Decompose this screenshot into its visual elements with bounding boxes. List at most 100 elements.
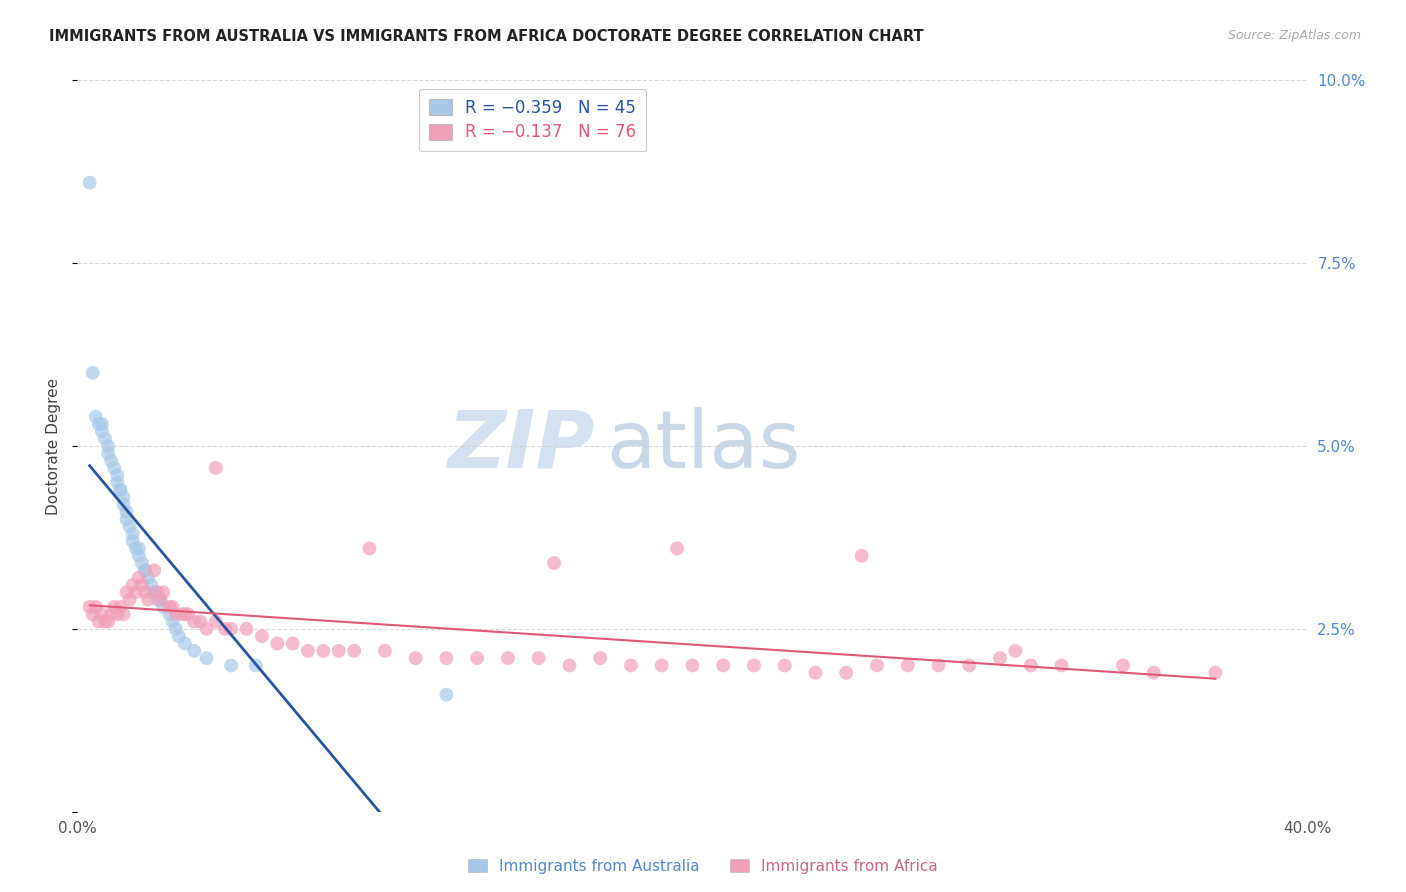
Point xyxy=(146,585,169,599)
Point xyxy=(112,490,135,504)
Point xyxy=(90,425,114,439)
Point xyxy=(804,665,827,680)
Point xyxy=(496,651,519,665)
Point xyxy=(128,571,150,585)
Point xyxy=(118,592,141,607)
Point xyxy=(146,592,169,607)
Point xyxy=(174,607,197,622)
Point xyxy=(897,658,920,673)
Point xyxy=(125,541,148,556)
Point xyxy=(167,629,190,643)
Point xyxy=(87,615,110,629)
Point xyxy=(851,549,873,563)
Point xyxy=(281,636,304,650)
Point xyxy=(174,636,197,650)
Point xyxy=(527,651,550,665)
Point xyxy=(105,475,128,490)
Point xyxy=(103,461,125,475)
Point xyxy=(121,526,143,541)
Point xyxy=(1019,658,1042,673)
Point xyxy=(134,585,156,599)
Point xyxy=(131,578,153,592)
Point xyxy=(121,578,143,592)
Point xyxy=(97,439,120,453)
Point xyxy=(134,563,156,577)
Point xyxy=(162,615,184,629)
Point xyxy=(110,483,132,497)
Legend: R = −0.359   N = 45, R = −0.137   N = 76: R = −0.359 N = 45, R = −0.137 N = 76 xyxy=(419,88,647,152)
Point xyxy=(928,658,950,673)
Point xyxy=(84,409,107,424)
Point xyxy=(195,651,218,665)
Point xyxy=(651,658,673,673)
Point xyxy=(152,585,174,599)
Point xyxy=(125,585,148,599)
Point xyxy=(666,541,689,556)
Point xyxy=(297,644,319,658)
Point xyxy=(245,658,267,673)
Point xyxy=(112,607,135,622)
Point xyxy=(988,651,1011,665)
Point xyxy=(1204,665,1226,680)
Point xyxy=(436,651,458,665)
Point xyxy=(219,622,242,636)
Point xyxy=(343,644,366,658)
Point xyxy=(711,658,734,673)
Point xyxy=(374,644,396,658)
Point xyxy=(620,658,643,673)
Point xyxy=(250,629,273,643)
Point xyxy=(183,644,205,658)
Point xyxy=(866,658,889,673)
Point xyxy=(84,599,107,614)
Point xyxy=(742,658,765,673)
Point xyxy=(90,417,114,431)
Point xyxy=(957,658,980,673)
Point xyxy=(235,622,257,636)
Point xyxy=(266,636,288,650)
Point xyxy=(115,512,138,526)
Point xyxy=(149,592,172,607)
Legend: Immigrants from Australia, Immigrants from Africa: Immigrants from Australia, Immigrants fr… xyxy=(463,853,943,880)
Point xyxy=(165,622,187,636)
Point xyxy=(204,461,226,475)
Point xyxy=(165,607,187,622)
Text: Source: ZipAtlas.com: Source: ZipAtlas.com xyxy=(1227,29,1361,42)
Point xyxy=(436,688,458,702)
Text: IMMIGRANTS FROM AUSTRALIA VS IMMIGRANTS FROM AFRICA DOCTORATE DEGREE CORRELATION: IMMIGRANTS FROM AUSTRALIA VS IMMIGRANTS … xyxy=(49,29,924,44)
Point xyxy=(94,615,117,629)
Point xyxy=(558,658,581,673)
Point xyxy=(115,585,138,599)
Point xyxy=(143,563,166,577)
Point xyxy=(128,549,150,563)
Point xyxy=(105,607,128,622)
Point xyxy=(170,607,193,622)
Point xyxy=(152,599,174,614)
Point xyxy=(112,498,135,512)
Point xyxy=(128,541,150,556)
Point xyxy=(589,651,612,665)
Point xyxy=(115,505,138,519)
Point xyxy=(143,585,166,599)
Point xyxy=(682,658,704,673)
Point xyxy=(136,592,159,607)
Point xyxy=(134,563,156,577)
Point xyxy=(118,519,141,533)
Point xyxy=(136,571,159,585)
Point xyxy=(79,599,101,614)
Point xyxy=(110,483,132,497)
Point xyxy=(131,556,153,570)
Point xyxy=(219,658,242,673)
Point xyxy=(204,615,226,629)
Point xyxy=(188,615,212,629)
Point xyxy=(162,599,184,614)
Point xyxy=(90,607,114,622)
Point xyxy=(143,585,166,599)
Point xyxy=(100,453,122,467)
Text: atlas: atlas xyxy=(606,407,800,485)
Point xyxy=(103,599,125,614)
Point xyxy=(141,578,163,592)
Point xyxy=(543,556,565,570)
Point xyxy=(1143,665,1166,680)
Point xyxy=(835,665,858,680)
Point xyxy=(82,366,104,380)
